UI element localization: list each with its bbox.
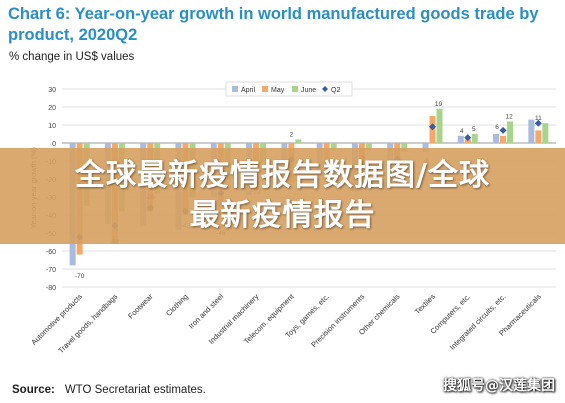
x-tick-label: Textiles	[413, 292, 437, 316]
source-text: WTO Secretariat estimates.	[64, 384, 206, 396]
x-tick-label: Footwear	[126, 292, 155, 321]
bar-june	[330, 143, 337, 151]
q2-marker	[464, 134, 472, 142]
data-label: 6	[495, 124, 499, 131]
legend-swatch-q2	[322, 86, 328, 92]
x-tick-label: Clothing	[164, 292, 190, 318]
source-label: Source:	[12, 384, 55, 396]
legend-label-june: June	[301, 87, 316, 94]
bar-june	[542, 123, 549, 143]
y-tick-label: 30	[48, 87, 56, 94]
bar-may	[500, 135, 507, 143]
bar-may	[464, 139, 471, 143]
y-tick-label: 0	[52, 141, 56, 148]
banner-line-2: 最新疫情报告	[189, 198, 376, 233]
y-tick-label: -60	[46, 249, 56, 256]
q2-marker	[534, 119, 542, 127]
bar-april	[457, 135, 464, 143]
legend-label-q2: Q2	[331, 87, 340, 94]
bar-june	[401, 143, 408, 152]
data-label: 19	[435, 101, 443, 108]
legend-swatch-april	[232, 86, 238, 92]
bar-june	[471, 134, 478, 143]
data-label: -70	[75, 273, 85, 280]
bar-april	[493, 134, 500, 143]
y-tick-label: 20	[48, 105, 56, 112]
banner-line-1: 全球最新疫情报告数据图/全球	[75, 158, 490, 193]
chart-subtitle: % change in US$ values	[9, 51, 135, 63]
legend-box	[225, 81, 353, 97]
data-label: 5	[472, 126, 476, 133]
y-tick-label: 10	[48, 123, 56, 130]
data-label: 11	[535, 115, 542, 122]
y-tick-label: -80	[46, 285, 56, 292]
bar-june	[295, 139, 302, 143]
q2-marker	[499, 126, 507, 134]
data-label: 12	[505, 113, 513, 120]
x-tick-label: Travel goods, handbags	[56, 292, 119, 355]
bar-june	[365, 143, 372, 151]
x-tick-label: Iron and steel	[187, 292, 226, 331]
watermark: 搜狐号@汉莲集团	[443, 378, 555, 394]
overlay-banner: 全球最新疫情报告数据图/全球 最新疫情报告	[0, 148, 565, 244]
source-note: Source: WTO Secretariat estimates.	[12, 384, 206, 396]
bar-june	[507, 121, 514, 143]
bar-april	[528, 119, 535, 143]
legend-swatch-may	[262, 86, 268, 92]
legend-swatch-june	[292, 86, 298, 92]
bar-june	[436, 108, 443, 143]
bar-may	[535, 130, 542, 143]
y-tick-label: -70	[46, 267, 56, 274]
data-label: 4	[460, 128, 464, 135]
q2-marker	[429, 123, 436, 131]
legend-label-april: April	[241, 87, 255, 94]
bar-april	[422, 143, 429, 152]
data-label: 2	[290, 131, 294, 138]
chart-title: Chart 6: Year-on-year growth in world ma…	[8, 5, 539, 44]
legend-label-may: May	[271, 87, 285, 94]
